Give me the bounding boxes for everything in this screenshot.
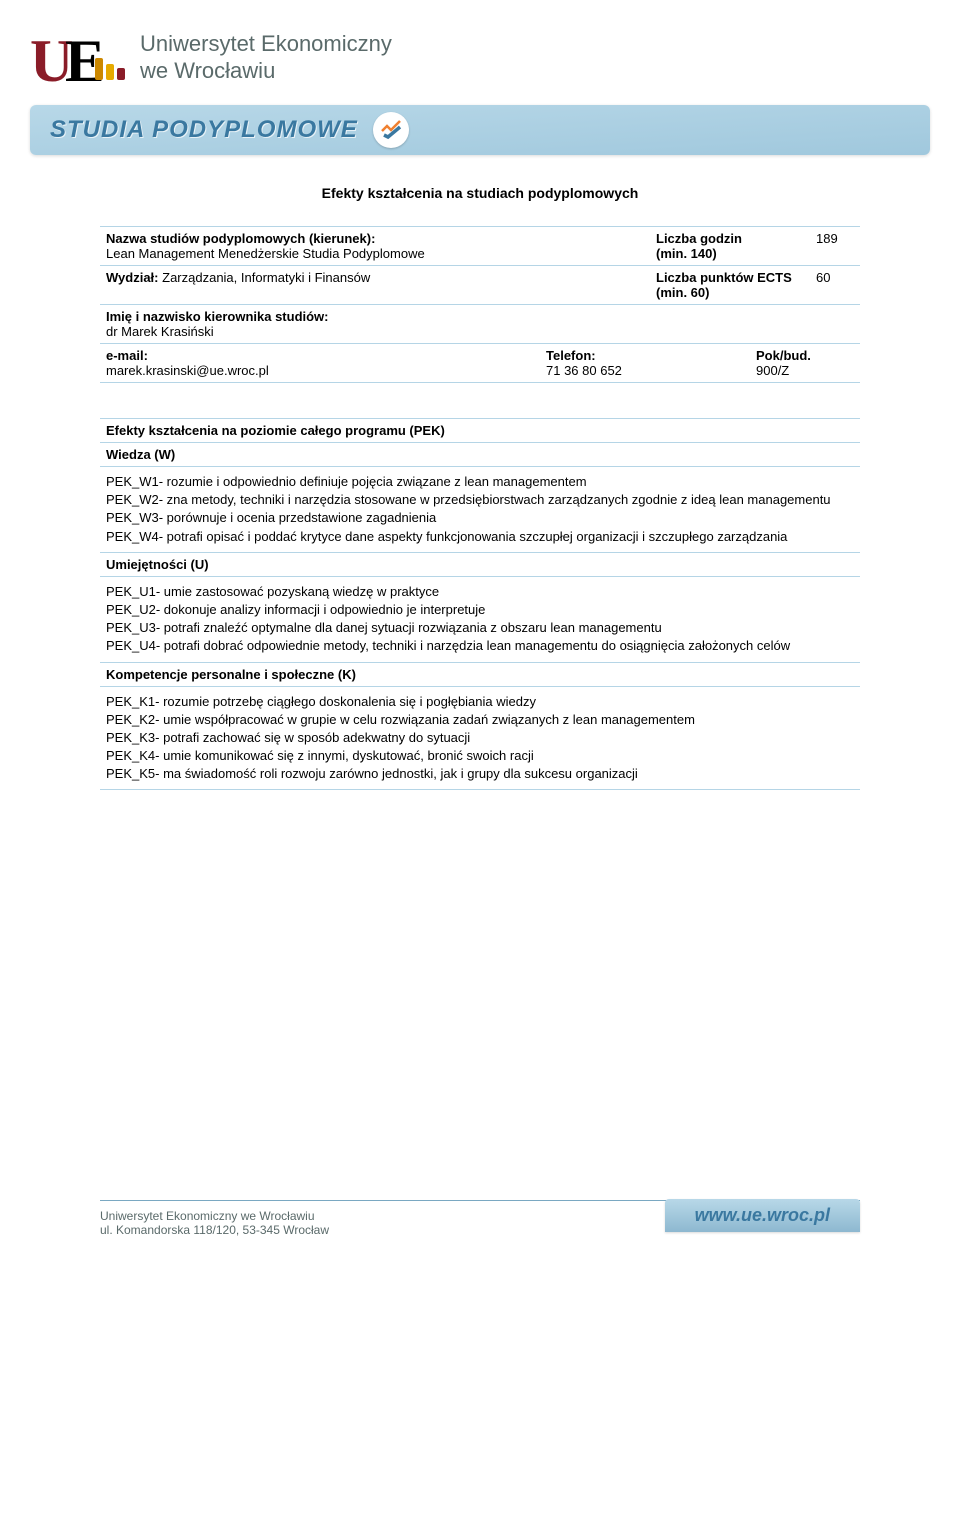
kierownik-value: dr Marek Krasiński: [106, 324, 854, 339]
komp-label: Kompetencje personalne i społeczne (K): [100, 663, 860, 687]
kierownik-label: Imię i nazwisko kierownika studiów:: [106, 309, 854, 324]
umiej-body: PEK_U1- umie zastosować pozyskaną wiedzę…: [100, 577, 860, 663]
cell-godzin-value: 189: [810, 227, 860, 265]
godzin-sub: (min. 140): [656, 246, 717, 261]
cell-kierownik: Imię i nazwisko kierownika studiów: dr M…: [100, 305, 860, 343]
pek-item: PEK_W4- potrafi opisać i poddać krytyce …: [106, 528, 854, 546]
wiedza-body: PEK_W1- rozumie i odpowiednio definiuje …: [100, 467, 860, 553]
telefon-value: 71 36 80 652: [546, 363, 744, 378]
ects-sub: (min. 60): [656, 285, 709, 300]
umiej-label: Umiejętności (U): [100, 553, 860, 577]
pek-item: PEK_W3- porównuje i ocenia przedstawione…: [106, 509, 854, 527]
pek-item: PEK_U2- dokonuje analizy informacji i od…: [106, 601, 854, 619]
pek-heading: Efekty kształcenia na poziomie całego pr…: [100, 418, 860, 443]
pek-item: PEK_K1- rozumie potrzebę ciągłego doskon…: [106, 693, 854, 711]
pek-section: Efekty kształcenia na poziomie całego pr…: [100, 418, 860, 790]
university-line1: Uniwersytet Ekonomiczny: [140, 31, 392, 57]
logo-bars: [95, 58, 125, 80]
ects-label: Liczba punktów ECTS: [656, 270, 792, 285]
logo: U E: [30, 20, 120, 95]
cell-nazwa: Nazwa studiów podyplomowych (kierunek): …: [100, 227, 650, 265]
footer: www.ue.wroc.pl Uniwersytet Ekonomiczny w…: [0, 1190, 960, 1267]
pek-item: PEK_K2- umie współpracować w grupie w ce…: [106, 711, 854, 729]
nazwa-value: Lean Management Menedżerskie Studia Pody…: [106, 246, 644, 261]
wydzial-label: Wydział:: [106, 270, 159, 285]
content: Efekty kształcenia na studiach podyplomo…: [0, 185, 960, 830]
pek-item: PEK_U4- potrafi dobrać odpowiednie metod…: [106, 637, 854, 655]
cell-ects-value: 60: [810, 266, 860, 304]
cell-telefon: Telefon: 71 36 80 652: [540, 344, 750, 382]
komp-body: PEK_K1- rozumie potrzebę ciągłego doskon…: [100, 687, 860, 791]
godzin-label: Liczba godzin: [656, 231, 742, 246]
header: U E Uniwersytet Ekonomiczny we Wrocławiu: [0, 0, 960, 105]
info-row-kierownik: Imię i nazwisko kierownika studiów: dr M…: [100, 305, 860, 344]
page-title: Efekty kształcenia na studiach podyplomo…: [100, 185, 860, 201]
telefon-label: Telefon:: [546, 348, 744, 363]
cell-pok: Pok/bud. 900/Z: [750, 344, 860, 382]
pok-label: Pok/bud.: [756, 348, 854, 363]
wydzial-value: Zarządzania, Informatyki i Finansów: [162, 270, 370, 285]
info-row-wydzial: Wydział: Zarządzania, Informatyki i Fina…: [100, 266, 860, 305]
studia-banner-text: STUDIA PODYPLOMOWE: [50, 116, 358, 144]
pek-item: PEK_K4- umie komunikować się z innymi, d…: [106, 747, 854, 765]
cell-godzin-label: Liczba godzin (min. 140): [650, 227, 810, 265]
footer-url: www.ue.wroc.pl: [665, 1199, 860, 1232]
wiedza-label: Wiedza (W): [100, 443, 860, 467]
email-label: e-mail:: [106, 348, 534, 363]
pek-item: PEK_W1- rozumie i odpowiednio definiuje …: [106, 473, 854, 491]
nazwa-label: Nazwa studiów podyplomowych (kierunek):: [106, 231, 644, 246]
info-row-nazwa: Nazwa studiów podyplomowych (kierunek): …: [100, 226, 860, 266]
godzin-value: 189: [816, 231, 838, 246]
studia-banner: STUDIA PODYPLOMOWE: [30, 105, 930, 155]
cell-wydzial: Wydział: Zarządzania, Informatyki i Fina…: [100, 266, 650, 304]
pek-item: PEK_U1- umie zastosować pozyskaną wiedzę…: [106, 583, 854, 601]
checkmark-chart-icon: [373, 112, 409, 148]
pok-value: 900/Z: [756, 363, 854, 378]
university-line2: we Wrocławiu: [140, 58, 392, 84]
pek-item: PEK_W2- zna metody, techniki i narzędzia…: [106, 491, 854, 509]
pek-item: PEK_K5- ma świadomość roli rozwoju zarów…: [106, 765, 854, 783]
university-name: Uniwersytet Ekonomiczny we Wrocławiu: [140, 31, 392, 84]
pek-item: PEK_K3- potrafi zachować się w sposób ad…: [106, 729, 854, 747]
info-row-contact: e-mail: marek.krasinski@ue.wroc.pl Telef…: [100, 344, 860, 383]
pek-item: PEK_U3- potrafi znaleźć optymalne dla da…: [106, 619, 854, 637]
info-table: Nazwa studiów podyplomowych (kierunek): …: [100, 226, 860, 383]
cell-ects-label: Liczba punktów ECTS (min. 60): [650, 266, 810, 304]
cell-email: e-mail: marek.krasinski@ue.wroc.pl: [100, 344, 540, 382]
email-value: marek.krasinski@ue.wroc.pl: [106, 363, 534, 378]
ects-value: 60: [816, 270, 830, 285]
